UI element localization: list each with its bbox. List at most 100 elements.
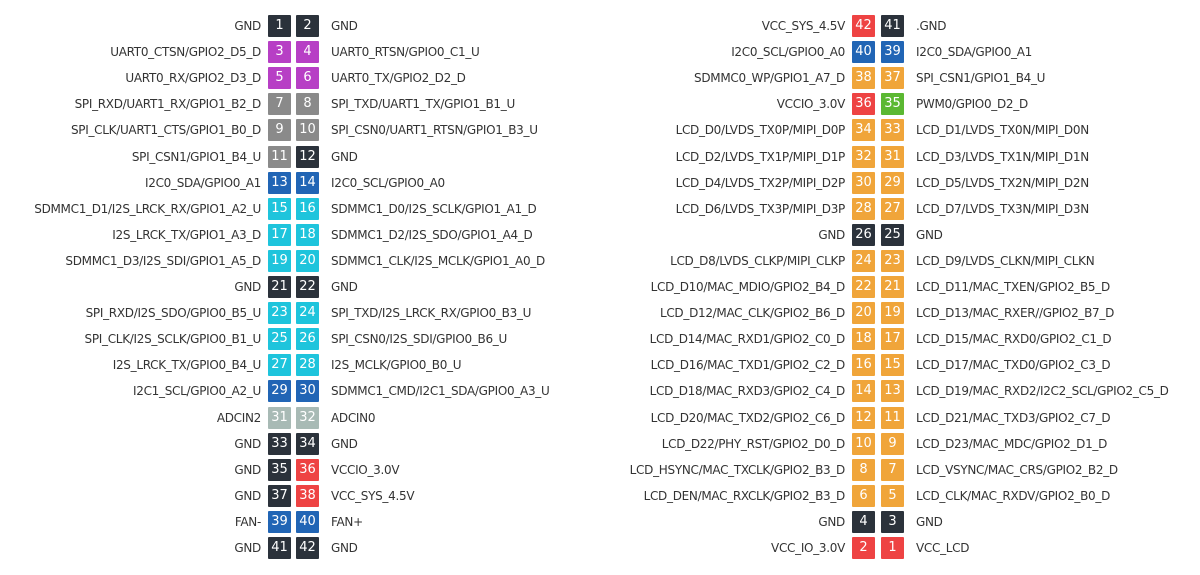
pin-number: 40 [296,510,319,533]
pin-number: 12 [852,406,875,429]
pin-number: 36 [852,93,875,116]
pin-label: SDMMC1_D0/I2S_SCLK/GPIO1_A1_D [331,201,537,216]
pin-label: LCD_D1/LVDS_TX0N/MIPI_D0N [916,123,1089,138]
pin-number: 11 [881,406,904,429]
pin-number: 10 [296,119,319,142]
pin-label: LCD_D8/LVDS_CLKP/MIPI_CLKP [670,253,845,268]
pin-number: 25 [881,223,904,246]
pin-label: SDMMC1_CMD/I2C1_SDA/GPIO0_A3_U [331,384,550,399]
pin-number: 18 [296,223,319,246]
pin-label: UART0_RX/GPIO2_D3_D [125,71,261,86]
pin-number: 2 [296,15,319,37]
pin-label: GND [331,436,358,451]
pin-label: SPI_CLK/I2S_SCLK/GPIO0_B1_U [84,332,262,347]
pin-label: LCD_D22/PHY_RST/GPIO2_D0_D [661,436,846,451]
pin-label: LCD_D17/MAC_TXD0/GPIO2_C3_D [916,358,1111,373]
pin-label: I2C0_SDA/GPIO0_A1 [145,175,261,190]
pin-number: 29 [268,380,291,403]
pin-number: 1 [881,537,904,559]
pin-number: 41 [268,537,291,559]
pin-label: VCC_IO_3.0V [771,541,845,555]
pin-label: I2C1_SCL/GPIO0_A2_U [133,384,261,399]
pin-label: GND [916,514,943,529]
pin-label: UART0_RTSN/GPIO0_C1_U [331,45,480,60]
pin-label: LCD_CLK/MAC_RXDV/GPIO2_B0_D [916,488,1111,503]
pin-number: 31 [881,145,904,168]
pin-number: 35 [881,93,904,116]
pin-number: 30 [296,380,319,403]
pin-label: GND [234,436,261,451]
pin-label: LCD_D23/MAC_MDC/GPIO2_D1_D [916,436,1108,451]
pin-label: I2C0_SDA/GPIO0_A1 [916,45,1032,60]
pin-label: GND [234,19,261,33]
pin-label: LCD_D12/MAC_CLK/GPIO2_B6_D [659,306,845,321]
pin-label: ADCIN2 [216,410,261,425]
pin-number: 33 [268,432,291,455]
pin-number: 9 [881,432,904,455]
pin-number: 42 [296,537,319,559]
pin-label: I2S_LRCK_TX/GPIO1_A3_D [112,227,261,242]
pin-number: 3 [881,510,904,533]
pin-number: 27 [268,354,291,377]
pin-label: VCCIO_3.0V [331,462,400,477]
pin-label: SPI_CSN0/I2S_SDI/GPIO0_B6_U [331,332,507,347]
pin-number: 26 [296,328,319,351]
pin-label: SPI_CSN1/GPIO1_B4_U [916,71,1046,86]
pin-label: VCC_SYS_4.5V [331,488,415,503]
pin-label: LCD_D6/LVDS_TX3P/MIPI_D3P [675,201,846,216]
pin-number: 30 [852,171,875,194]
pin-number: 14 [852,380,875,403]
pin-label: SDMMC1_D3/I2S_SDI/GPIO1_A5_D [65,253,261,268]
pin-number: 29 [881,171,904,194]
pin-number: 40 [852,41,875,64]
pin-number: 17 [881,328,904,351]
pin-label: SPI_TXD/I2S_LRCK_RX/GPIO0_B3_U [331,306,532,321]
pin-number: 15 [881,354,904,377]
pin-label: I2S_LRCK_TX/GPIO0_B4_U [112,358,262,373]
pin-number: 4 [852,510,875,533]
pin-number: 18 [852,328,875,351]
pin-number: 16 [296,197,319,220]
pin-label: LCD_D10/MAC_MDIO/GPIO2_B4_D [650,280,846,294]
pin-number: 20 [296,249,319,272]
pin-label: LCD_D13/MAC_RXER//GPIO2_B7_D [916,306,1115,321]
pin-number: 39 [881,41,904,64]
pin-number: 42 [852,15,875,37]
pin-number: 33 [881,119,904,142]
pin-label: GND [331,541,358,555]
pin-label: UART0_CTSN/GPIO2_D5_D [110,45,261,60]
pin-number: 4 [296,41,319,64]
pin-number: 26 [852,223,875,246]
pin-label: LCD_D3/LVDS_TX1N/MIPI_D1N [916,149,1089,164]
pin-label: LCD_D15/MAC_RXD0/GPIO2_C1_D [916,332,1112,347]
pin-label: GND [916,227,943,242]
pin-number: 32 [296,406,319,429]
pin-label: LCD_D18/MAC_RXD3/GPIO2_C4_D [649,384,846,399]
pin-label: ADCIN0 [331,410,376,425]
pin-number: 19 [881,302,904,325]
pin-number: 27 [881,197,904,220]
pin-label: LCD_D7/LVDS_TX3N/MIPI_D3N [916,201,1089,216]
pin-label: SPI_CSN1/GPIO1_B4_U [131,149,261,164]
pin-number: 38 [296,484,319,507]
pin-label: .GND [916,19,947,33]
pin-label: GND [234,541,261,555]
pin-label: LCD_DEN/MAC_RXCLK/GPIO2_B3_D [643,488,846,503]
pin-number: 7 [881,458,904,481]
pin-label: SDMMC0_WP/GPIO1_A7_D [694,71,845,86]
pin-label: UART0_TX/GPIO2_D2_D [331,71,466,86]
pin-number: 2 [852,537,875,559]
pin-number: 35 [268,458,291,481]
pin-label: SPI_TXD/UART1_TX/GPIO1_B1_U [331,97,515,112]
pin-number: 41 [881,15,904,37]
pin-label: LCD_D21/MAC_TXD3/GPIO2_C7_D [916,410,1111,425]
pin-label: GND [234,488,261,503]
pin-number: 24 [852,249,875,272]
pin-label: LCD_D20/MAC_TXD2/GPIO2_C6_D [650,410,846,425]
pin-label: SDMMC1_CLK/I2S_MCLK/GPIO1_A0_D [331,253,545,268]
pin-number: 8 [852,458,875,481]
pin-number: 21 [881,276,904,298]
pin-number: 28 [296,354,319,377]
pin-number: 19 [268,249,291,272]
